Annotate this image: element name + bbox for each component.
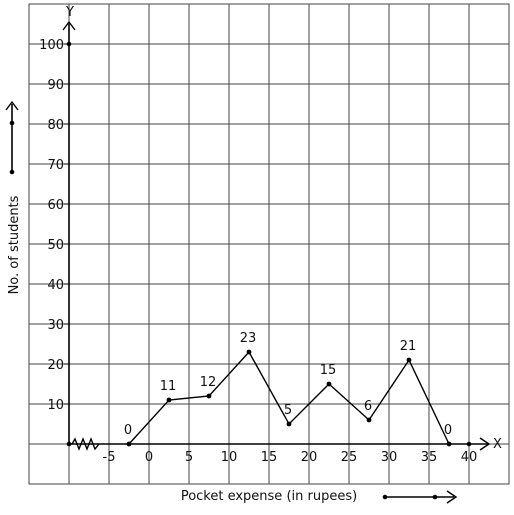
x-tick-label: 40 [461, 450, 478, 465]
x-scale-arrow-icon [446, 490, 458, 504]
x-scale-dot [432, 494, 438, 500]
data-point [206, 393, 212, 399]
y-tick-label: 80 [47, 118, 64, 133]
data-label: 0 [124, 423, 132, 438]
x-axis-title: Pocket expense (in rupees) [181, 489, 357, 504]
y-scale-arrow-icon [5, 100, 19, 111]
data-label: 0 [444, 423, 452, 438]
data-point [406, 357, 412, 363]
y-axis-letter: Y [65, 5, 74, 20]
y-tick-label: 30 [47, 318, 64, 333]
y-tick-label: 70 [47, 158, 64, 173]
y-tick-label: 90 [47, 78, 64, 93]
x-tick-label: -5 [103, 450, 116, 465]
y-scale-marker [5, 100, 19, 175]
y-scale-dot [9, 120, 15, 126]
y-tick-label: 60 [47, 198, 64, 213]
x-tick-label: 20 [301, 450, 318, 465]
origin-dot [66, 441, 72, 447]
y-scale-dot [9, 169, 15, 175]
x-scale-dot [382, 494, 388, 500]
y-axis-arrow-icon [62, 20, 76, 31]
series-line [128, 350, 450, 445]
data-label: 11 [160, 379, 177, 394]
data-label: 15 [320, 363, 337, 378]
data-point [126, 441, 132, 447]
data-point [246, 349, 252, 355]
data-labels: 0 11 12 23 5 15 6 21 0 [124, 331, 452, 438]
x-tick-label: 35 [421, 450, 438, 465]
data-point [446, 441, 452, 447]
x-axis-arrow-icon [479, 437, 491, 451]
x-tick-label: 10 [221, 450, 238, 465]
data-point [166, 397, 172, 403]
x-tick-label: 0 [145, 450, 153, 465]
x-axis-end-dot [466, 441, 472, 447]
axes: Y X [62, 5, 502, 452]
y-tick-label: 10 [47, 398, 64, 413]
x-tick-label: 5 [185, 450, 193, 465]
x-tick-label: 15 [261, 450, 278, 465]
y-tick-label: 100 [39, 38, 64, 53]
x-scale-marker [382, 490, 458, 504]
data-label: 5 [284, 403, 292, 418]
x-tick-label: 25 [341, 450, 358, 465]
y-tick-label: 20 [47, 358, 64, 373]
data-label: 23 [240, 331, 257, 346]
y-tick-label: 50 [47, 238, 64, 253]
axis-break-zigzag-icon [71, 437, 100, 451]
y-axis-title: No. of students [7, 195, 22, 294]
series [126, 349, 452, 447]
data-label: 6 [364, 399, 372, 414]
x-axis-letter: X [493, 437, 502, 452]
data-point [366, 417, 372, 423]
data-label: 12 [200, 375, 217, 390]
data-point [326, 381, 332, 387]
grid [28, 3, 510, 485]
x-tick-label: 30 [381, 450, 398, 465]
data-point [286, 421, 292, 427]
y-tick-label: 40 [47, 278, 64, 293]
data-label: 21 [400, 339, 417, 354]
